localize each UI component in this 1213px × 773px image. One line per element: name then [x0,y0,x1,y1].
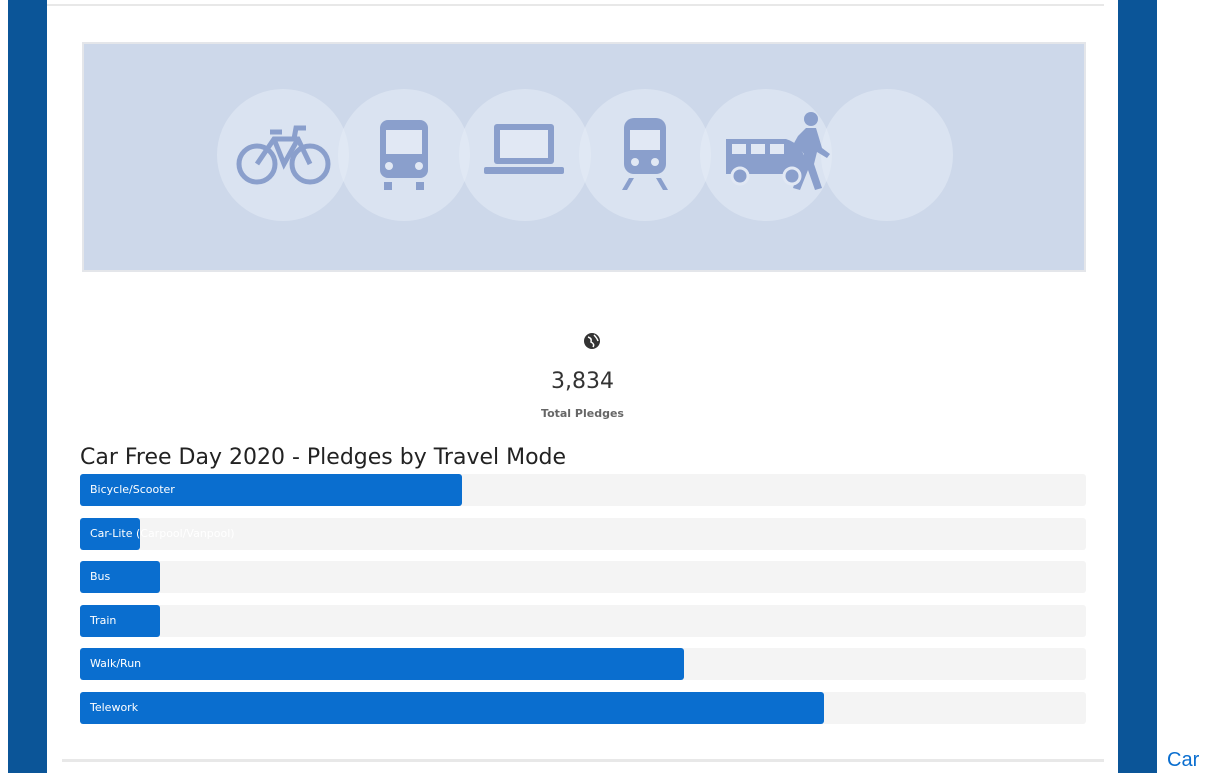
bar-label: Train [90,613,117,627]
right-border [1118,0,1157,773]
bar-label: Bicycle/Scooter [90,483,175,496]
bar [80,517,141,550]
bar [80,648,684,681]
bottom-rule [62,759,1104,762]
bar-label: Telework [90,701,139,714]
total-pledges-label: Total Pledges [541,407,624,420]
bar-track: Walk/Run [80,648,1086,681]
bar-track: Bus [80,561,1086,594]
bar-label: Bus [90,570,111,584]
bar-track: Car-Lite (Carpool/Vanpool) [80,517,1086,550]
bar [80,561,161,594]
left-border [8,0,47,773]
bar [80,474,463,506]
banner [82,42,1086,272]
banner-art [217,89,953,221]
bar-track: Train [80,604,1086,637]
bar [80,604,161,637]
top-rule [47,4,1104,6]
bar-label: Car-Lite (Carpool/Vanpool) [90,526,235,540]
bar-track: Bicycle/Scooter [80,474,1086,506]
bar [80,692,825,724]
bar-label: Walk/Run [90,657,142,671]
total-pledges-value: 3,834 [551,369,614,394]
chart-title: Car Free Day 2020 - Pledges by Travel Mo… [80,445,567,470]
globe-icon [584,333,600,349]
footer-link[interactable]: Car [1167,749,1200,771]
bar-track: Telework [80,692,1086,724]
